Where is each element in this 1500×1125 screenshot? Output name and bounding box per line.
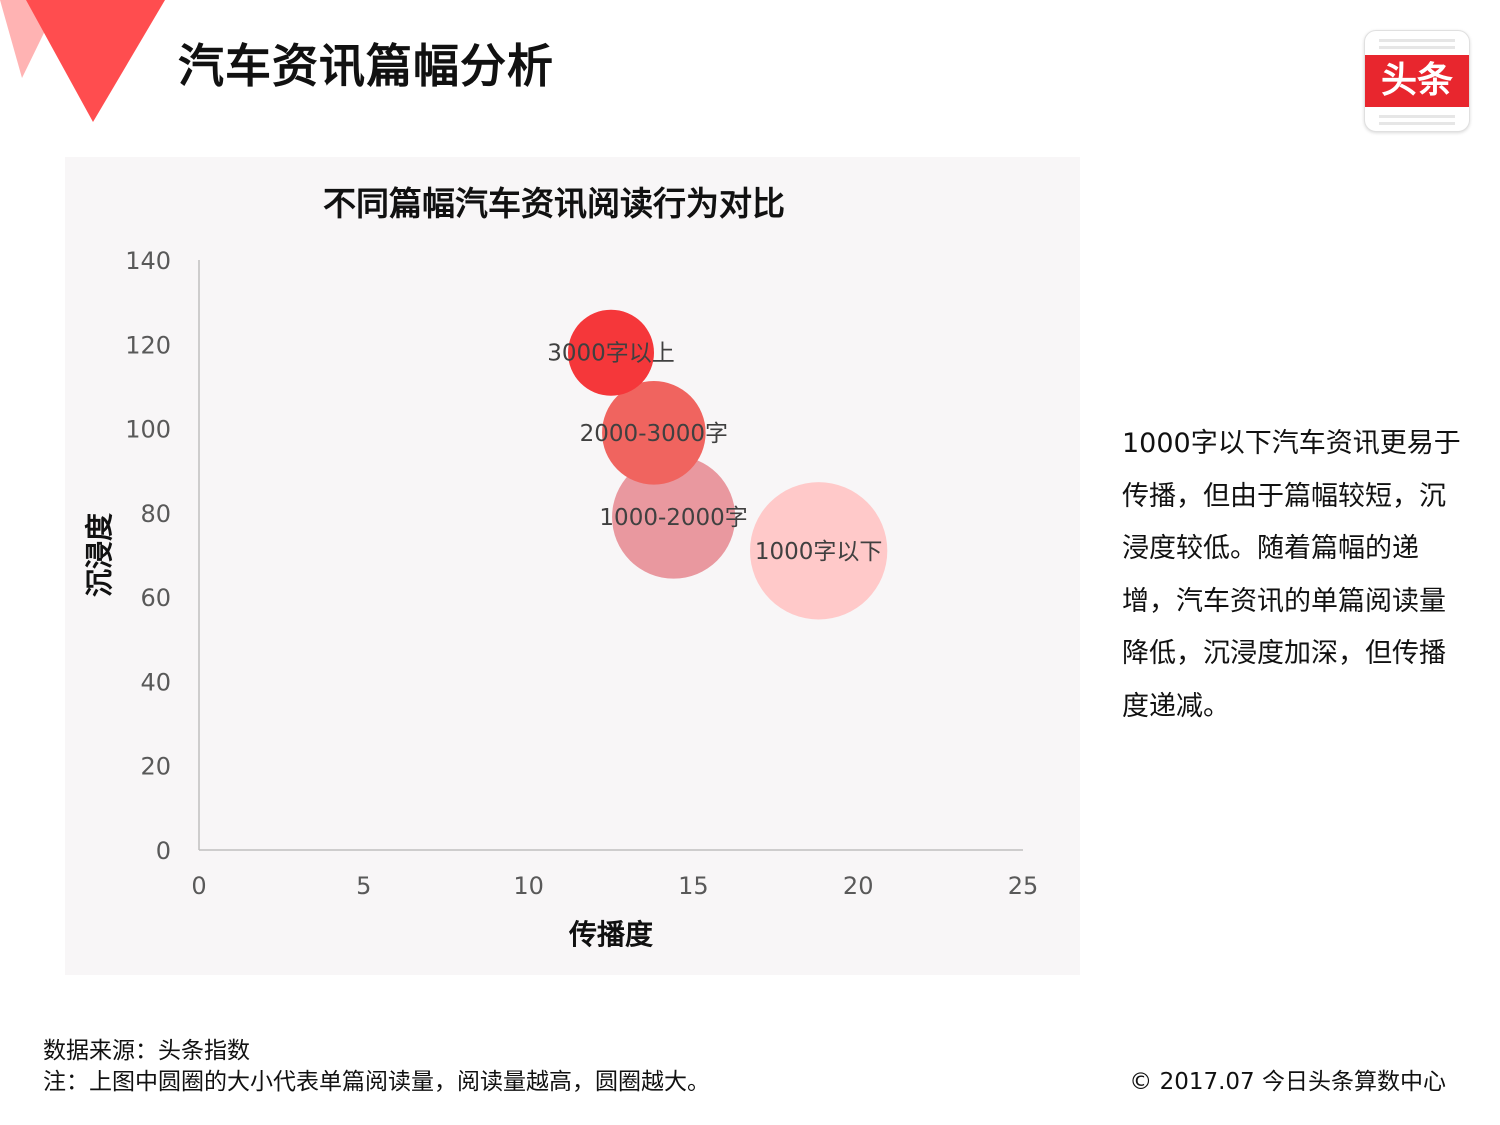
y-tick-label: 60 xyxy=(140,584,171,612)
data-source: 数据来源：头条指数 xyxy=(43,1038,250,1064)
bubble xyxy=(612,455,736,579)
y-tick-label: 140 xyxy=(125,247,171,275)
corner-decoration xyxy=(0,0,165,122)
bubble-label: 1000-2000字 xyxy=(599,505,747,531)
y-tick-label: 80 xyxy=(140,500,171,528)
bubble xyxy=(602,381,706,485)
y-tick-label: 100 xyxy=(125,416,171,444)
bubble xyxy=(749,482,888,620)
bubble-label: 1000字以下 xyxy=(755,539,883,565)
logo-label: 头条 xyxy=(1365,55,1469,107)
y-tick-label: 120 xyxy=(125,331,171,359)
x-tick-label: 20 xyxy=(843,872,874,900)
bubble-label: 2000-3000字 xyxy=(580,421,728,447)
bubble xyxy=(568,309,654,396)
x-tick-label: 15 xyxy=(678,872,709,900)
copyright: © 2017.07 今日头条算数中心 xyxy=(1129,1069,1446,1095)
x-tick-label: 25 xyxy=(1008,872,1039,900)
page-title: 汽车资讯篇幅分析 xyxy=(178,39,554,93)
bubble-labels: 3000字以上 2000-3000字 1000-2000字 1000字以下 xyxy=(547,341,882,565)
x-tick-label: 10 xyxy=(513,872,544,900)
y-tick-label: 20 xyxy=(140,753,171,781)
bubble-chart: 不同篇幅汽车资讯阅读行为对比 0 20 40 60 80 100 120 140 0 5 10 15… xyxy=(83,184,1038,951)
y-tick-label: 40 xyxy=(140,668,171,696)
x-tick-labels: 0 5 10 15 20 25 xyxy=(191,872,1038,900)
bubble-label: 3000字以上 xyxy=(547,341,675,367)
y-axis-title: 沉浸度 xyxy=(83,513,116,597)
footnote: 注：上图中圆圈的大小代表单篇阅读量，阅读量越高，圆圈越大。 xyxy=(43,1069,710,1095)
x-axis-title: 传播度 xyxy=(568,918,653,951)
bubbles xyxy=(568,309,888,620)
y-tick-labels: 0 20 40 60 80 100 120 140 xyxy=(125,247,171,865)
x-tick-label: 0 xyxy=(191,872,206,900)
side-note: 1000字以下汽车资讯更易于传播，但由于篇幅较短，沉浸度较低。随着篇幅的递增，汽… xyxy=(1122,428,1461,722)
toutiao-logo: 头条 xyxy=(1364,30,1470,132)
chart-title: 不同篇幅汽车资讯阅读行为对比 xyxy=(323,184,785,223)
y-tick-label: 0 xyxy=(156,837,171,865)
chart-panel: 不同篇幅汽车资讯阅读行为对比 0 20 40 60 80 100 120 140 0 5 10 15… xyxy=(65,157,1080,975)
x-tick-label: 5 xyxy=(356,872,371,900)
